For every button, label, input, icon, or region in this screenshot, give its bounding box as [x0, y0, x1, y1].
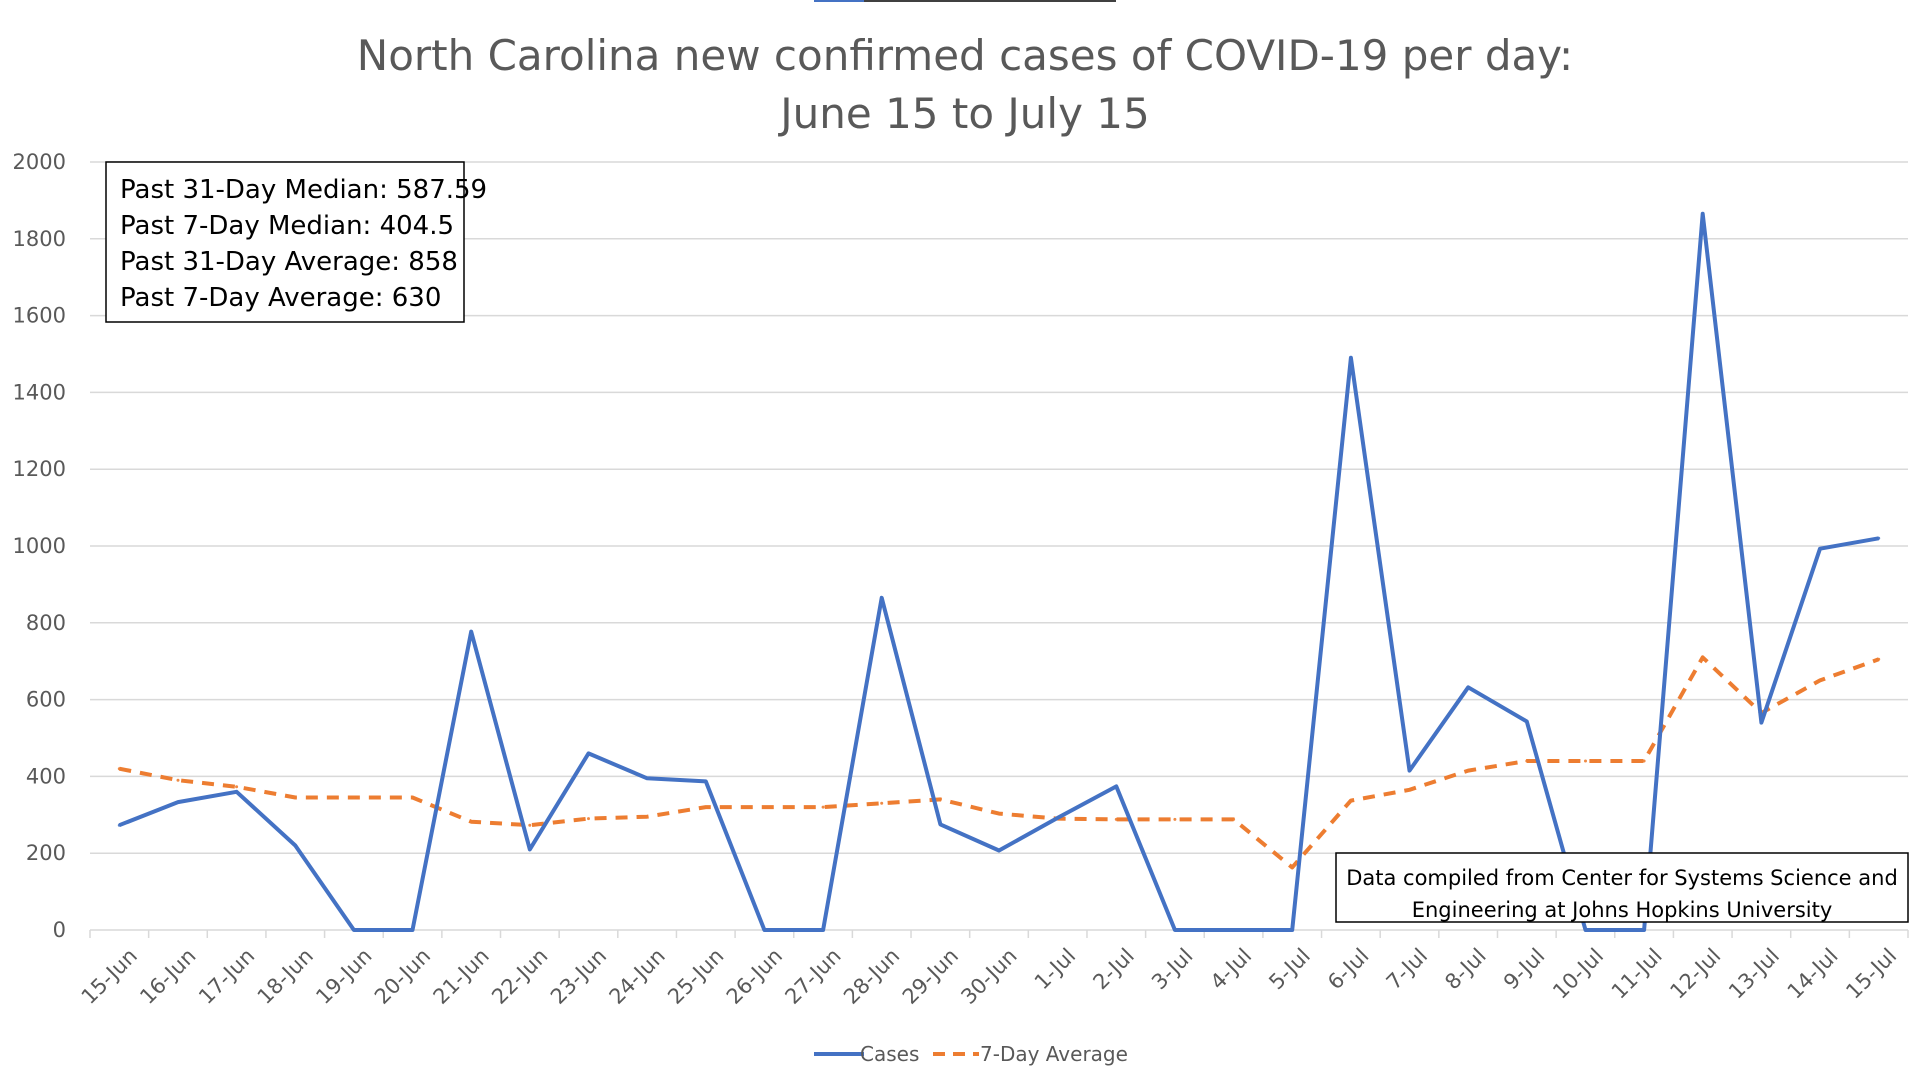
- point-7-day-average-4-Jul: [1232, 817, 1236, 821]
- point-7-day-average-27-Jun: [821, 805, 825, 809]
- point-7-day-average-20-Jun: [411, 796, 414, 799]
- point-cases-8-Jul: [1466, 685, 1470, 689]
- stats-line-31-day-average: Past 31-Day Average: 858: [120, 247, 458, 277]
- point-7-day-average-30-Jun: [997, 812, 1001, 816]
- point-cases-16-Jun: [176, 800, 180, 804]
- point-cases-9-Jul: [1525, 720, 1529, 723]
- point-cases-19-Jun: [352, 928, 356, 932]
- y-tick-label-1800: 1800: [13, 227, 66, 251]
- point-7-day-average-18-Jun: [293, 796, 297, 799]
- top-edge-line: [864, 0, 1116, 2]
- point-7-day-average-25-Jun: [704, 805, 708, 809]
- legend-label-7-day-average: 7-Day Average: [980, 1042, 1128, 1066]
- y-tick-label-2000: 2000: [13, 150, 66, 174]
- point-7-day-average-22-Jun: [528, 823, 532, 827]
- source-box-frame: [1335, 852, 1909, 923]
- y-tick-label-0: 0: [53, 918, 66, 942]
- point-7-day-average-15-Jul: [1877, 657, 1881, 661]
- y-tick-label-600: 600: [26, 688, 66, 712]
- point-cases-12-Jul: [1701, 212, 1705, 216]
- y-tick-label-1200: 1200: [13, 457, 66, 481]
- point-cases-20-Jun: [411, 928, 414, 932]
- point-7-day-average-15-Jun: [117, 767, 121, 771]
- stats-line-7-day-median: Past 7-Day Median: 404.5: [120, 211, 454, 241]
- point-cases-7-Jul: [1408, 769, 1411, 773]
- point-cases-25-Jun: [704, 779, 708, 783]
- point-7-day-average-29-Jun: [938, 797, 942, 801]
- point-cases-2-Jul: [1114, 784, 1118, 788]
- point-7-day-average-7-Jul: [1408, 788, 1411, 792]
- point-cases-15-Jun: [117, 823, 121, 827]
- point-cases-15-Jul: [1877, 536, 1881, 540]
- point-7-day-average-6-Jul: [1349, 799, 1353, 803]
- point-7-day-average-10-Jul: [1584, 759, 1587, 763]
- point-cases-28-Jun: [880, 596, 884, 600]
- point-cases-29-Jun: [938, 822, 942, 826]
- y-tick-label-800: 800: [26, 611, 66, 635]
- point-7-day-average-21-Jun: [469, 820, 473, 824]
- point-cases-23-Jun: [587, 751, 590, 755]
- point-7-day-average-3-Jul: [1173, 817, 1177, 821]
- chart-title-line-1: North Carolina new confirmed cases of CO…: [357, 31, 1573, 80]
- point-cases-27-Jun: [821, 928, 825, 932]
- point-cases-21-Jun: [469, 630, 473, 634]
- point-7-day-average-19-Jun: [352, 796, 356, 799]
- y-tick-label-1000: 1000: [13, 534, 66, 558]
- point-cases-17-Jun: [235, 790, 239, 794]
- point-cases-30-Jun: [997, 849, 1001, 852]
- legend-label-cases: Cases: [860, 1042, 919, 1066]
- point-cases-24-Jun: [645, 776, 649, 780]
- point-cases-18-Jun: [293, 844, 297, 847]
- point-cases-14-Jul: [1818, 547, 1822, 551]
- top-edge-mark: [814, 0, 864, 2]
- point-cases-22-Jun: [528, 847, 532, 851]
- point-7-day-average-14-Jul: [1818, 678, 1822, 682]
- point-cases-1-Jul: [1056, 816, 1060, 820]
- point-cases-11-Jul: [1642, 928, 1646, 932]
- point-cases-6-Jul: [1349, 356, 1353, 360]
- point-7-day-average-8-Jul: [1466, 769, 1470, 773]
- stats-box-frame: [105, 161, 465, 323]
- point-cases-26-Jun: [762, 928, 766, 932]
- point-cases-3-Jul: [1173, 928, 1177, 932]
- series-lines: [117, 211, 1881, 932]
- stats-line-7-day-average: Past 7-Day Average: 630: [120, 283, 441, 313]
- source-line-2: Engineering at Johns Hopkins University: [1412, 898, 1833, 922]
- y-tick-label-1400: 1400: [13, 380, 66, 404]
- point-7-day-average-24-Jun: [645, 815, 649, 819]
- point-7-day-average-23-Jun: [587, 817, 590, 821]
- point-cases-10-Jul: [1584, 928, 1587, 932]
- point-7-day-average-5-Jul: [1290, 865, 1294, 869]
- stats-box: Past 31-Day Median: 587.59 Past 7-Day Me…: [105, 161, 487, 323]
- point-7-day-average-11-Jul: [1642, 759, 1646, 763]
- point-7-day-average-26-Jun: [762, 805, 766, 809]
- point-7-day-average-12-Jul: [1701, 655, 1705, 659]
- y-tick-label-1600: 1600: [13, 304, 66, 328]
- point-cases-4-Jul: [1232, 928, 1236, 932]
- point-7-day-average-16-Jun: [176, 778, 180, 782]
- point-cases-13-Jul: [1759, 721, 1763, 725]
- source-line-1: Data compiled from Center for Systems Sc…: [1346, 866, 1898, 890]
- stats-line-31-day-median: Past 31-Day Median: 587.59: [120, 175, 487, 205]
- chart-title-line-2: June 15 to July 15: [777, 89, 1149, 138]
- source-box: Data compiled from Center for Systems Sc…: [1335, 852, 1909, 923]
- point-cases-5-Jul: [1290, 928, 1294, 932]
- legend: Cases 7-Day Average: [814, 1042, 1128, 1066]
- y-tick-label-200: 200: [26, 841, 66, 865]
- point-7-day-average-2-Jul: [1114, 817, 1118, 821]
- point-7-day-average-9-Jul: [1525, 759, 1529, 763]
- point-7-day-average-17-Jun: [235, 785, 239, 789]
- y-tick-label-400: 400: [26, 764, 66, 788]
- y-axis-tick-labels: 0 200 400 600 800 1000 1200 1400 1600 1800 2000: [13, 150, 66, 942]
- point-7-day-average-28-Jun: [880, 801, 884, 805]
